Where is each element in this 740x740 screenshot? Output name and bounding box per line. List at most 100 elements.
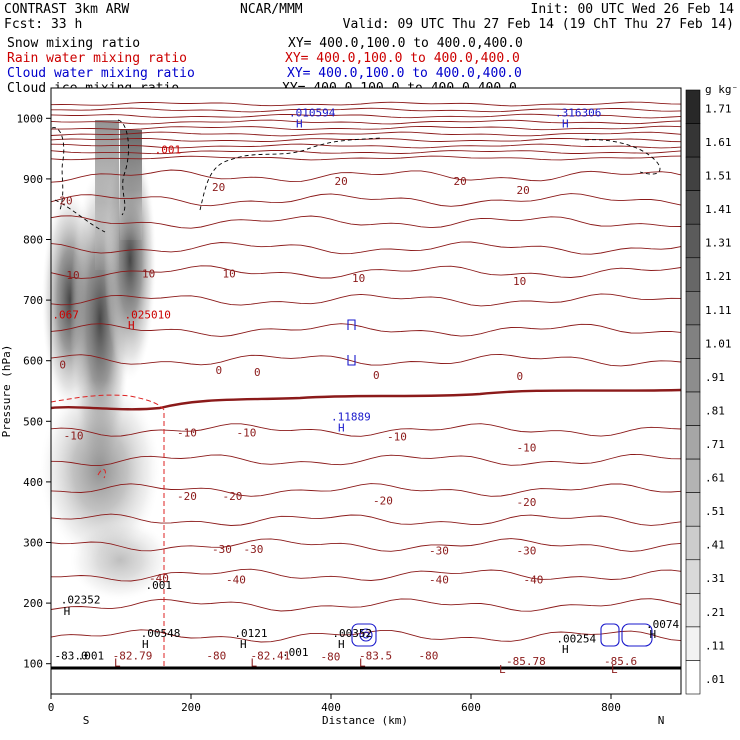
contour-label: .11889 xyxy=(331,411,371,424)
colorbar: g kg⁻¹ 1.71 1.61 1.51 1.41 1.31 1.21 1.11 1.01.… xyxy=(685,83,740,695)
temperature-contour xyxy=(50,119,682,125)
temperature-contour xyxy=(50,453,682,466)
temperature-contour xyxy=(50,598,682,612)
ice-contour-4 xyxy=(584,139,661,175)
ice-contour-1 xyxy=(51,127,65,211)
colorbar-tick-label: 1.41 xyxy=(705,203,732,216)
colorbar-swatch xyxy=(685,89,701,124)
contour-label: -40 xyxy=(429,574,449,587)
colorbar-swatch xyxy=(685,593,701,628)
y-tick-label: 500 xyxy=(23,415,43,428)
contour-label: -10 xyxy=(387,431,407,444)
colorbar-tick-label: .41 xyxy=(705,539,725,552)
contour-label: H xyxy=(296,117,303,130)
temperature-contour xyxy=(50,113,682,119)
temperature-contour xyxy=(50,101,682,107)
contour-label: .316306 xyxy=(555,106,601,119)
contour-label: -85.78 xyxy=(506,655,546,668)
contour-label: -82.41 xyxy=(251,649,291,662)
contour-label: -30 xyxy=(212,543,232,556)
contour-label: 0 xyxy=(373,369,380,382)
temperature-contour xyxy=(50,483,682,497)
contour-label: -80 xyxy=(321,651,341,664)
temperature-contour xyxy=(50,155,682,161)
contour-label: .00352 xyxy=(332,627,372,640)
colorbar-tick-label: .91 xyxy=(705,371,725,384)
colorbar-tick-label: .01 xyxy=(705,673,725,686)
contour-label: .067 xyxy=(52,308,79,321)
contour-label: .00254 xyxy=(556,632,596,645)
plot-frame xyxy=(50,87,682,695)
colorbar-tick-label: .71 xyxy=(705,438,725,451)
contour-label: -83.5 xyxy=(359,649,392,662)
legend-xy-rain: XY= 400.0,100.0 to 400.0,400.0 xyxy=(285,51,520,66)
model-title: CONTRAST 3km ARW xyxy=(4,2,129,17)
y-axis: 100 200 300 400 500 600 700 800 900 1000 xyxy=(17,112,51,671)
colorbar-tick-label: .61 xyxy=(705,472,725,485)
temperature-contour xyxy=(50,149,682,155)
colorbar-swatch xyxy=(685,458,701,493)
temperature-contour xyxy=(50,629,682,643)
temperature-contour xyxy=(51,568,682,582)
x-tick-label: 400 xyxy=(321,701,341,714)
contour-label: .025010 xyxy=(125,308,171,321)
contour-label: H xyxy=(562,643,569,656)
cloud-water-contour-2 xyxy=(347,355,356,366)
rain-contours xyxy=(50,394,165,668)
colorbar-tick-label: 1.31 xyxy=(705,237,732,250)
colorbar-swatch xyxy=(685,391,701,426)
y-axis-label: Pressure (hPa) xyxy=(0,345,13,438)
contour-label: -10 xyxy=(237,426,257,439)
cloud-water-contour-1 xyxy=(347,319,356,330)
temperature-contour xyxy=(50,265,682,279)
legend-label-snow: Snow mixing ratio xyxy=(7,36,140,51)
ice-contour-2 xyxy=(117,119,129,216)
colorbar-swatch xyxy=(685,358,701,393)
colorbar-swatch xyxy=(685,123,701,158)
endpoint-left: S xyxy=(83,714,90,727)
contour-label: 10 xyxy=(513,275,526,288)
legend: Snow mixing ratio XY= 400.0,100.0 to 400… xyxy=(7,36,523,96)
ice-contours xyxy=(51,119,661,233)
legend-xy-snow: XY= 400.0,100.0 to 400.0,400.0 xyxy=(288,36,523,51)
contour-label: -40 xyxy=(226,574,246,587)
cloud-water-contour-3 xyxy=(351,623,377,647)
colorbar-swatch xyxy=(685,660,701,695)
colorbar-tick-label: .81 xyxy=(705,404,725,417)
contour-label: 10 xyxy=(142,268,155,281)
contour-label: .001 xyxy=(146,579,173,592)
colorbar-swatch xyxy=(685,291,701,326)
temperature-contour xyxy=(50,241,682,255)
contour-label: H xyxy=(338,422,345,435)
colorbar-tick-label: .51 xyxy=(705,505,725,518)
colorbar-swatch xyxy=(685,190,701,225)
contour-label: -40 xyxy=(524,574,544,587)
rain-contour-2 xyxy=(97,468,106,479)
temperature-contour xyxy=(50,423,682,437)
contour-label: L xyxy=(611,663,618,676)
colorbar-swatch xyxy=(685,324,701,359)
temperature-contour xyxy=(50,293,682,307)
temperature-contour xyxy=(50,323,682,337)
contour-label: 0 xyxy=(254,366,261,379)
contour-label: -10 xyxy=(177,426,197,439)
colorbar-swatch xyxy=(685,525,701,561)
colorbar-tick-label: .21 xyxy=(705,606,725,619)
colorbar-swatch xyxy=(685,492,701,527)
contour-label: H xyxy=(338,638,345,651)
ice-contour-5 xyxy=(54,199,106,233)
colorbar-swatch xyxy=(685,223,701,259)
y-tick-label: 600 xyxy=(23,355,43,368)
contour-label: 10 xyxy=(223,268,236,281)
colorbar-tick-label: 1.61 xyxy=(705,136,732,149)
temperature-contours-thin xyxy=(50,101,682,643)
institution-label: NCAR/MMM xyxy=(240,2,303,17)
y-tick-label: 900 xyxy=(23,173,43,186)
contour-label: 20 xyxy=(59,194,72,207)
contour-label: H xyxy=(64,605,71,618)
y-tick-label: 100 xyxy=(23,658,43,671)
temperature-contour xyxy=(50,538,682,552)
snow-plume-4 xyxy=(40,380,160,560)
contour-label: -20 xyxy=(373,494,393,507)
contour-label: .001 xyxy=(155,143,182,156)
